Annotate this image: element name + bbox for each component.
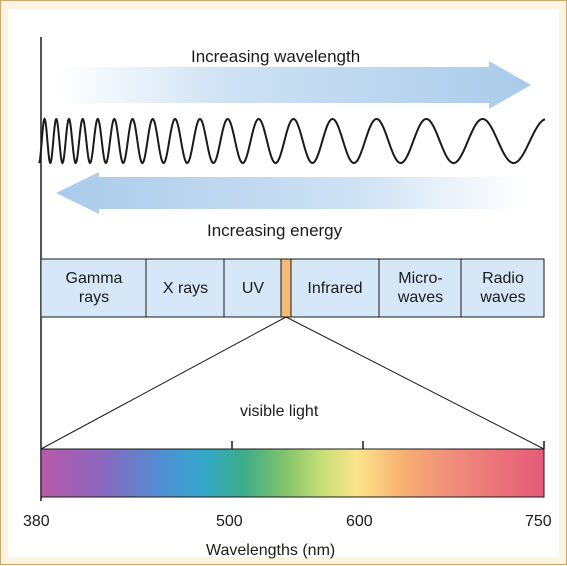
projection-line-left bbox=[40, 316, 287, 450]
visible-spectrum-bar bbox=[40, 448, 545, 498]
band-infrared: Infrared bbox=[307, 279, 363, 297]
band-uv: UV bbox=[241, 279, 265, 297]
energy-label: Increasing energy bbox=[207, 221, 343, 240]
wavelength-label: Increasing wavelength bbox=[191, 47, 361, 66]
axis-label: Wavelengths (nm) bbox=[206, 542, 336, 559]
wavelength-arrow bbox=[56, 61, 531, 109]
band-radio-waves: Radio waves bbox=[480, 270, 526, 306]
band-row bbox=[40, 258, 545, 318]
tick-label-750: 750 bbox=[525, 513, 552, 530]
band-x-rays: X rays bbox=[162, 279, 209, 297]
energy-arrow bbox=[56, 172, 526, 214]
tick-label-600: 600 bbox=[346, 513, 373, 530]
visible-light-label: visible light bbox=[240, 403, 319, 420]
band-microwaves: Micro- waves bbox=[397, 270, 444, 306]
band-gamma-rays: Gamma rays bbox=[65, 270, 123, 306]
visible-band bbox=[280, 258, 292, 318]
projection-line-right bbox=[285, 316, 545, 450]
tick-label-380: 380 bbox=[23, 513, 50, 530]
wave-curve bbox=[38, 117, 546, 165]
tick-label-500: 500 bbox=[216, 513, 243, 530]
